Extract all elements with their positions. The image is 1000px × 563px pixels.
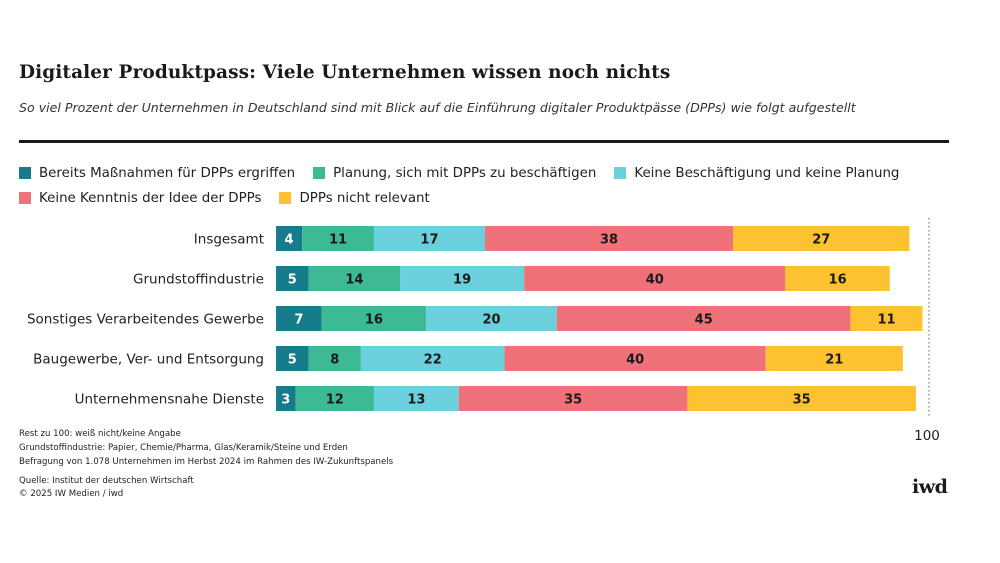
bar-segment	[308, 346, 361, 371]
legend-label: DPPs nicht relevant	[299, 190, 430, 206]
legend-swatch	[313, 167, 326, 179]
legend-row: Keine Kenntnis der Idee der DPPs DPPs ni…	[19, 187, 949, 209]
legend-item-no-engagement: Keine Beschäftigung und keine Planung	[614, 166, 899, 181]
legend: Bereits Maßnahmen für DPPs ergriffen Pla…	[19, 162, 949, 212]
bar-segment	[276, 226, 303, 251]
title-divider	[19, 140, 949, 143]
legend-swatch	[614, 167, 627, 179]
legend-label: Keine Beschäftigung und keine Planung	[634, 165, 900, 181]
bar-segment	[687, 386, 916, 411]
bar-segment	[276, 306, 322, 331]
bar-value-label: 13	[407, 393, 425, 408]
legend-row: Bereits Maßnahmen für DPPs ergriffen Pla…	[19, 162, 949, 184]
bar-value-label: 20	[482, 313, 500, 328]
bar-value-label: 14	[345, 273, 363, 288]
bar-segment	[458, 386, 688, 411]
bar-value-label: 8	[330, 353, 339, 368]
legend-item-planning: Planung, sich mit DPPs zu beschäftigen	[313, 166, 596, 181]
legend-label: Planung, sich mit DPPs zu beschäftigen	[333, 165, 597, 181]
bar-value-label: 5	[288, 273, 297, 288]
category-label: Baugewerbe, Ver- und Entsorgung	[33, 352, 264, 368]
bar-segment	[733, 226, 910, 251]
legend-swatch	[19, 192, 31, 204]
bar-segment	[426, 306, 557, 331]
copyright-line: © 2025 IW Medien / iwd	[19, 489, 124, 499]
bar-value-label: 27	[812, 233, 830, 248]
bar-value-label: 7	[294, 313, 303, 328]
category-label: Sonstiges Verarbeitendes Gewerbe	[27, 312, 264, 328]
bar-segment	[276, 266, 309, 291]
category-label: Grundstoffindustrie	[133, 272, 264, 288]
bar-value-label: 5	[288, 353, 297, 368]
bar-value-label: 22	[424, 353, 442, 368]
legend-label: Bereits Maßnahmen für DPPs ergriffen	[39, 165, 296, 181]
category-label: Unternehmensnahe Dienste	[75, 392, 264, 408]
bar-value-label: 21	[825, 353, 843, 368]
bar-segment	[373, 226, 485, 251]
bar-segment	[785, 266, 890, 291]
bar-value-label: 38	[600, 233, 618, 248]
bar-value-label: 16	[365, 313, 383, 328]
bar-segment	[308, 266, 401, 291]
bar-segment	[276, 386, 296, 411]
bar-value-label: 40	[646, 273, 664, 288]
bar-value-label: 16	[829, 273, 847, 288]
bar-value-label: 45	[695, 313, 713, 328]
bar-segment	[321, 306, 427, 331]
chart-title: Digitaler Produktpass: Viele Unternehmen…	[19, 62, 671, 83]
bar-segment	[295, 386, 374, 411]
bar-value-label: 4	[285, 233, 294, 248]
footnote-definition: Grundstoffindustrie: Papier, Chemie/Phar…	[19, 443, 348, 453]
bar-value-label: 35	[564, 393, 582, 408]
chart-subtitle: So viel Prozent der Unternehmen in Deuts…	[19, 100, 856, 115]
legend-swatch	[19, 167, 31, 179]
bar-segment	[524, 266, 786, 291]
footnote-rest: Rest zu 100: weiß nicht/keine Angabe	[19, 429, 181, 439]
bar-value-label: 19	[453, 273, 471, 288]
category-label: Insgesamt	[194, 232, 264, 248]
bar-value-label: 17	[420, 233, 438, 248]
reference-label-100: 100	[914, 428, 940, 444]
bar-segment	[484, 226, 734, 251]
bar-segment	[276, 346, 309, 371]
bar-value-label: 11	[329, 233, 347, 248]
bar-segment	[765, 346, 903, 371]
footnotes: Rest zu 100: weiß nicht/keine Angabe Gru…	[19, 427, 393, 469]
source-block: Quelle: Institut der deutschen Wirtschaf…	[19, 475, 194, 501]
bar-segment	[373, 386, 459, 411]
legend-item-measures: Bereits Maßnahmen für DPPs ergriffen	[19, 166, 295, 181]
bar-segment	[400, 266, 525, 291]
bar-segment	[504, 346, 766, 371]
legend-item-no-knowledge: Keine Kenntnis der Idee der DPPs	[19, 191, 261, 206]
iwd-logo: iwd	[912, 476, 948, 498]
legend-swatch	[279, 192, 292, 204]
bar-segment	[556, 306, 851, 331]
footnote-survey: Befragung von 1.078 Unternehmen im Herbs…	[19, 457, 394, 467]
bar-value-label: 12	[326, 393, 344, 408]
source-line: Quelle: Institut der deutschen Wirtschaf…	[19, 476, 194, 486]
bar-value-label: 35	[793, 393, 811, 408]
bar-value-label: 3	[281, 393, 290, 408]
legend-item-not-relevant: DPPs nicht relevant	[279, 190, 430, 206]
bar-value-label: 11	[878, 313, 896, 328]
bar-value-label: 40	[626, 353, 644, 368]
bar-segment	[360, 346, 505, 371]
legend-label: Keine Kenntnis der Idee der DPPs	[39, 190, 262, 206]
bar-segment	[302, 226, 374, 251]
bar-segment	[850, 306, 923, 331]
